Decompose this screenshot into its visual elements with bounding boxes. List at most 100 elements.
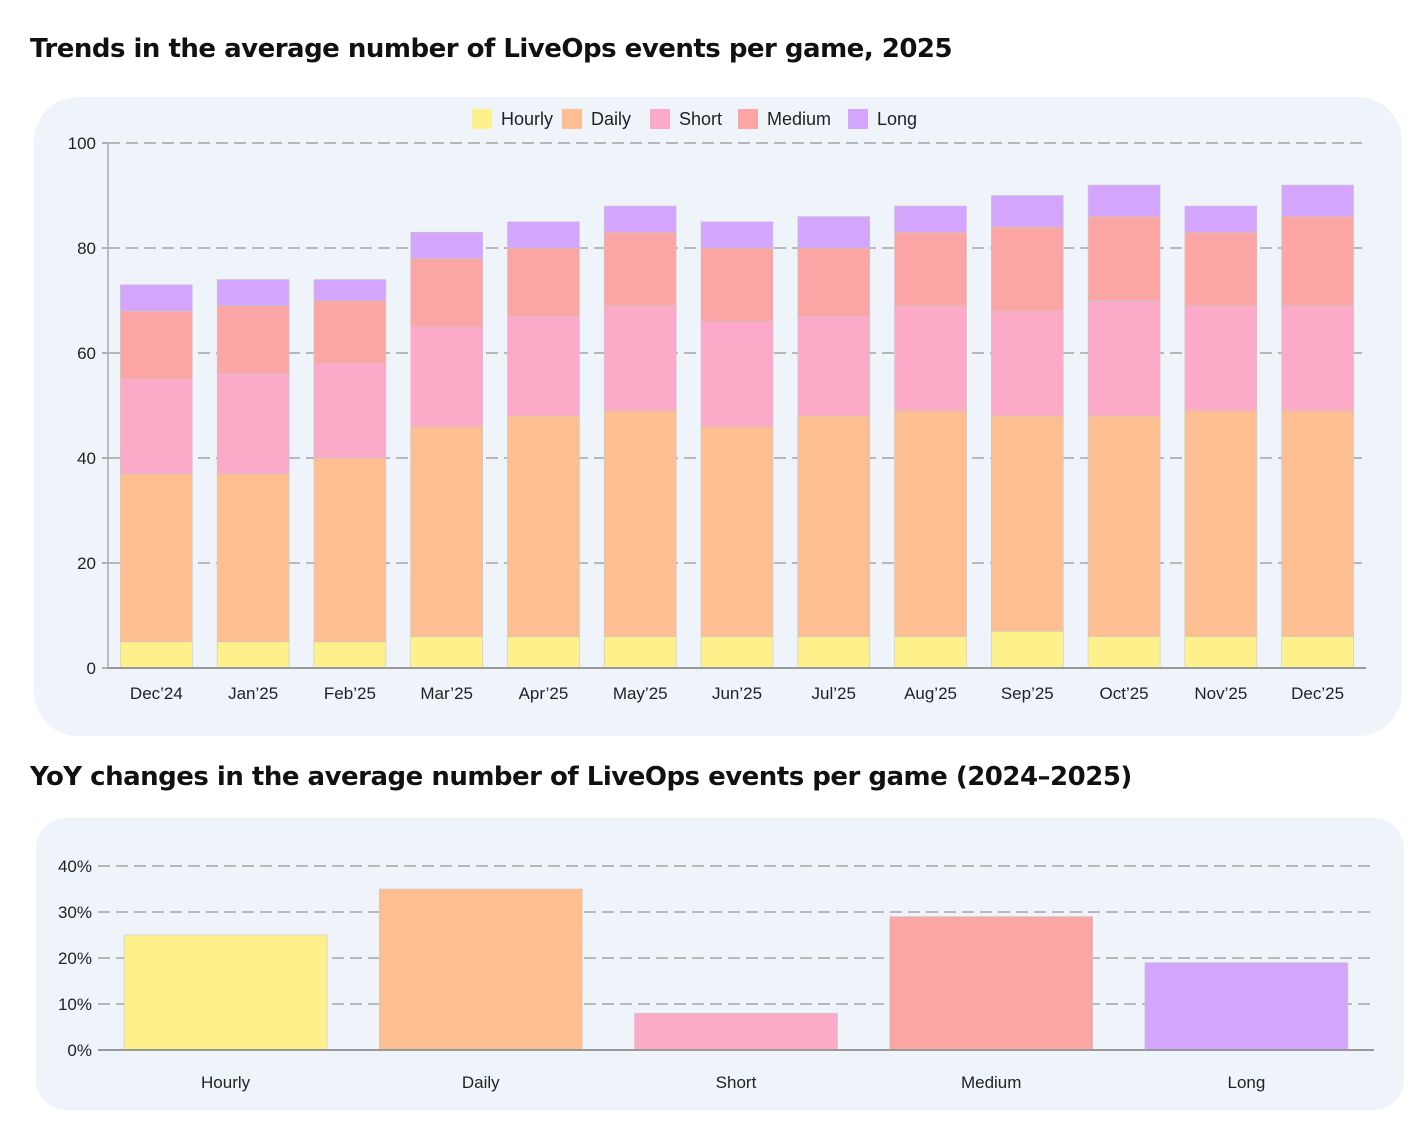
bar-short [313,363,387,459]
bar-daily [603,410,677,637]
bar-long [1184,205,1258,233]
bar-daily [120,473,193,643]
y-tick-label: 20 [77,554,96,573]
x-tick-label: Jun’25 [712,684,762,703]
bar-short [120,378,193,475]
bar-daily [378,888,583,1051]
bar-long [216,279,290,307]
bar-daily [507,415,580,637]
bar-long [507,221,580,249]
legend-swatch-hourly [472,109,492,129]
bar-hourly [700,636,774,669]
x-tick-label: Aug’25 [904,684,957,703]
bar-hourly [1184,636,1258,669]
legend-label-hourly: Hourly [501,109,553,129]
x-tick-label: Mar’25 [420,684,473,703]
bar-medium [313,300,387,364]
bar-short [507,315,580,417]
y-tick-label: 0% [67,1041,92,1060]
bar-hourly [410,636,483,669]
bar-hourly [1087,636,1161,669]
bar-daily [1184,410,1258,637]
x-tick-label: Jul’25 [812,684,856,703]
y-tick-label: 10% [58,995,92,1014]
chart-title-yoy: YoY changes in the average number of Liv… [30,762,1132,792]
x-tick-label: Hourly [201,1073,251,1092]
bar-short [634,1012,838,1051]
bar-long [1281,184,1354,217]
x-tick-label: Sep’25 [1001,684,1054,703]
legend-swatch-short [650,109,670,129]
bar-short [894,305,967,412]
bar-short [1087,300,1161,417]
x-tick-label: Feb’25 [324,684,376,703]
bar-daily [1087,415,1161,637]
y-tick-label: 20% [58,949,92,968]
bar-daily [894,410,967,637]
bar-short [991,310,1064,417]
y-tick-label: 60 [77,344,96,363]
bar-long [1087,184,1161,217]
bar-medium [1281,216,1354,307]
bar-long [603,205,677,233]
bar-long [894,205,967,233]
bar-medium [1087,216,1161,301]
bar-medium [991,226,1064,312]
bar-hourly [1281,636,1354,669]
bar-medium [507,247,580,317]
y-tick-label: 100 [68,134,96,153]
bar-short [797,315,871,417]
bar-hourly [991,630,1064,669]
x-tick-label: Nov’25 [1194,684,1247,703]
x-tick-label: Oct’25 [1100,684,1149,703]
bar-short [1184,305,1258,412]
bar-medium [410,258,483,328]
bar-daily [313,457,387,643]
bar-short [1281,305,1354,412]
bar-daily [216,473,290,643]
bar-hourly [507,636,580,669]
x-tick-label: Dec’25 [1291,684,1344,703]
x-tick-label: Dec’24 [130,684,183,703]
bar-long [991,195,1064,228]
y-tick-label: 80 [77,239,96,258]
bar-short [216,373,290,475]
bar-medium [797,247,871,317]
bar-short [603,305,677,412]
bar-long [313,279,387,301]
bar-medium [889,916,1094,1051]
bar-daily [991,415,1064,632]
legend-label-long: Long [877,109,917,129]
bar-hourly [216,641,290,669]
bar-medium [603,231,677,307]
bar-medium [216,305,290,375]
bar-hourly [797,636,871,669]
bar-short [700,321,774,427]
bar-long [410,231,483,259]
x-tick-label: Short [716,1073,757,1092]
legend-swatch-medium [738,109,758,129]
x-tick-label: Medium [961,1073,1021,1092]
bar-daily [1281,410,1354,637]
bar-medium [700,247,774,322]
legend-label-medium: Medium [767,109,831,129]
legend-label-daily: Daily [591,109,631,129]
bar-medium [120,310,193,380]
bar-short [410,326,483,427]
x-tick-label: Long [1227,1073,1265,1092]
bar-hourly [603,636,677,669]
bar-medium [894,231,967,307]
y-tick-label: 0 [87,659,96,678]
y-tick-label: 30% [58,903,92,922]
bar-daily [410,426,483,637]
bar-medium [1184,231,1258,307]
y-tick-label: 40% [58,857,92,876]
x-tick-label: Apr’25 [519,684,569,703]
bar-daily [700,426,774,637]
bar-long [120,284,193,312]
y-tick-label: 40 [77,449,96,468]
x-tick-label: May’25 [613,684,668,703]
bar-hourly [313,641,387,669]
legend-swatch-long [848,109,868,129]
